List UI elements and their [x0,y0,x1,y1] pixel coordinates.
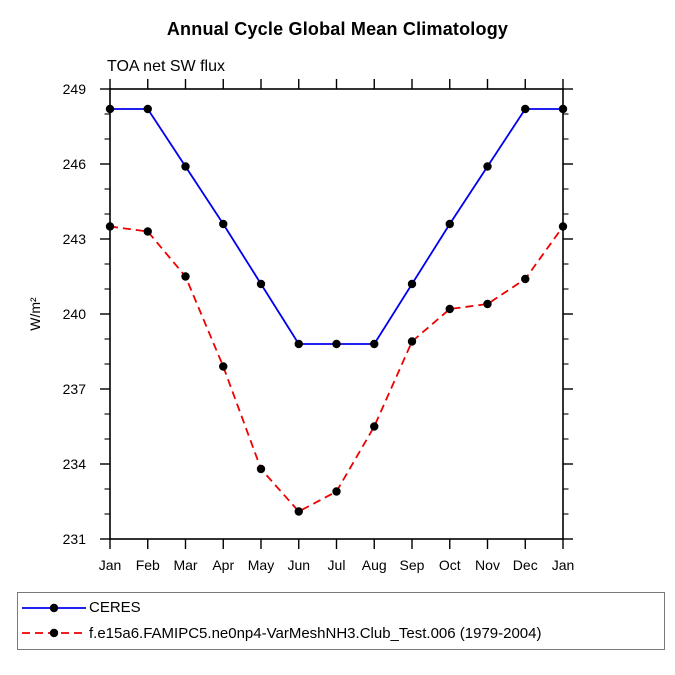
legend-entry-model: f.e15a6.FAMIPC5.ne0np4-VarMeshNH3.Club_T… [18,621,664,645]
data-point-ceres [407,279,417,289]
y-tick-label: 234 [63,456,87,472]
x-tick-label: May [248,557,274,573]
legend-box: CERES f.e15a6.FAMIPC5.ne0np4-VarMeshNH3.… [17,592,665,650]
data-point-ceres [521,104,530,114]
ceres-swatch-marker-icon [49,603,59,612]
data-point-model [521,274,530,284]
x-tick-label: Apr [212,557,234,573]
data-point-model [181,272,190,281]
data-point-model [143,227,152,236]
x-tick-label: Mar [173,557,197,573]
chart-canvas: Jan Feb Mar Apr May Jun Jul Aug Sep Oct Nov Dec Jan 2… [27,79,575,573]
data-point-ceres [143,104,152,114]
data-point-model [558,222,568,231]
data-point-ceres [219,219,228,229]
x-tick-label: Feb [136,557,160,573]
data-point-model [483,299,492,309]
legend-ceres-label: CERES [89,599,141,617]
y-tick-label: 237 [63,381,87,397]
x-tick-label: Aug [362,557,387,573]
data-point-model [256,464,266,474]
data-point-model [445,304,454,314]
data-point-ceres [105,104,115,114]
data-point-ceres [332,339,341,349]
x-tick-label: Jan [552,557,575,573]
x-tick-label: Jan [99,557,122,573]
x-tick-label: Oct [439,557,461,573]
data-point-ceres [181,162,190,171]
data-point-model [105,222,115,231]
data-point-model [294,507,303,516]
ceres-line-swatch [22,603,86,612]
y-tick-label: 243 [63,231,87,247]
data-point-model [407,337,417,346]
y-tick-label: 249 [63,81,87,97]
y-tick-label: 246 [63,156,87,172]
legend-model-label: f.e15a6.FAMIPC5.ne0np4-VarMeshNH3.Club_T… [89,624,542,642]
model-swatch-marker-icon [49,629,59,638]
y-tick-label: 231 [63,531,87,547]
data-point-ceres [294,339,303,349]
data-point-model [332,487,341,496]
data-point-ceres [256,279,266,289]
x-tick-label: Sep [400,557,425,573]
x-tick-label: Jun [287,557,310,573]
x-tick-label: Dec [513,557,538,573]
series-line-model [109,225,564,513]
data-point-ceres [445,219,454,229]
x-tick-label: Jul [328,557,346,573]
data-point-ceres [558,104,568,114]
y-tick-label: 240 [63,306,87,322]
data-point-ceres [370,339,379,349]
data-point-model [219,362,228,371]
model-line-swatch [22,629,86,638]
series-line-ceres [110,108,563,345]
data-point-ceres [483,162,492,171]
y-axis-label: W/m² [27,297,43,331]
data-point-model [370,422,379,431]
x-tick-label: Nov [475,557,500,573]
legend-entry-ceres: CERES [18,596,664,620]
chart-title: Annual Cycle Global Mean Climatology [166,19,509,39]
chart-subtitle: TOA net SW flux [107,58,225,75]
